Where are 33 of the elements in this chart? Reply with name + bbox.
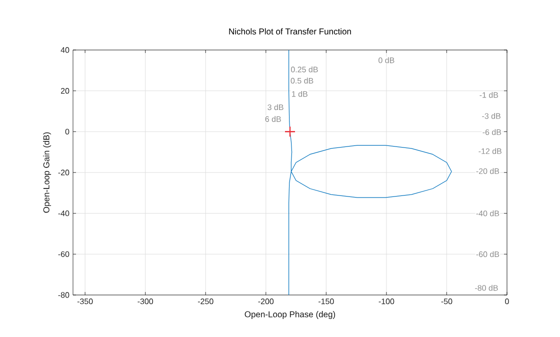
annotation: 1 dB [292, 90, 308, 97]
y-tick-label: -60 [58, 251, 70, 257]
x-tick-label: -150 [318, 298, 334, 304]
y-tick-label: -40 [58, 210, 70, 216]
annotation: 0.25 dB [290, 66, 318, 72]
x-tick-label: -350 [77, 298, 93, 304]
y-tick-label: 40 [60, 47, 70, 53]
x-tick-label: -100 [378, 298, 394, 304]
annotation: 0 dB [378, 57, 394, 64]
x-tick-label: -250 [198, 298, 214, 304]
annotation: -80 dB [475, 284, 498, 291]
line-series [288, 50, 452, 295]
y-tick-label: 20 [60, 88, 70, 94]
y-tick-label: 0 [65, 128, 70, 134]
y-tick-label: -80 [58, 292, 70, 298]
x-tick-label: 0 [505, 298, 509, 304]
x-tick-label: -50 [441, 298, 452, 304]
annotation: -12 dB [478, 148, 502, 154]
annotation: -40 dB [476, 210, 500, 216]
annotation: 3 dB [268, 104, 284, 110]
y-axis-title: Open-Loop Gain (dB) [43, 132, 52, 213]
x-axis-title: Open-Loop Phase (deg) [244, 311, 336, 319]
x-tick-label: -200 [258, 298, 274, 304]
y-tick-label: -20 [58, 170, 70, 176]
annotation: -60 dB [476, 251, 500, 258]
chart-title: Nichols Plot of Transfer Function [229, 28, 351, 34]
annotation: -3 dB [482, 113, 500, 119]
annotation: 0.5 dB [290, 78, 314, 84]
x-tick-label: -300 [138, 298, 154, 304]
annotation: -1 dB [480, 92, 498, 98]
annotation: 6 dB [265, 116, 281, 122]
annotation: -20 dB [476, 168, 500, 174]
annotation: -6 dB [482, 129, 502, 136]
